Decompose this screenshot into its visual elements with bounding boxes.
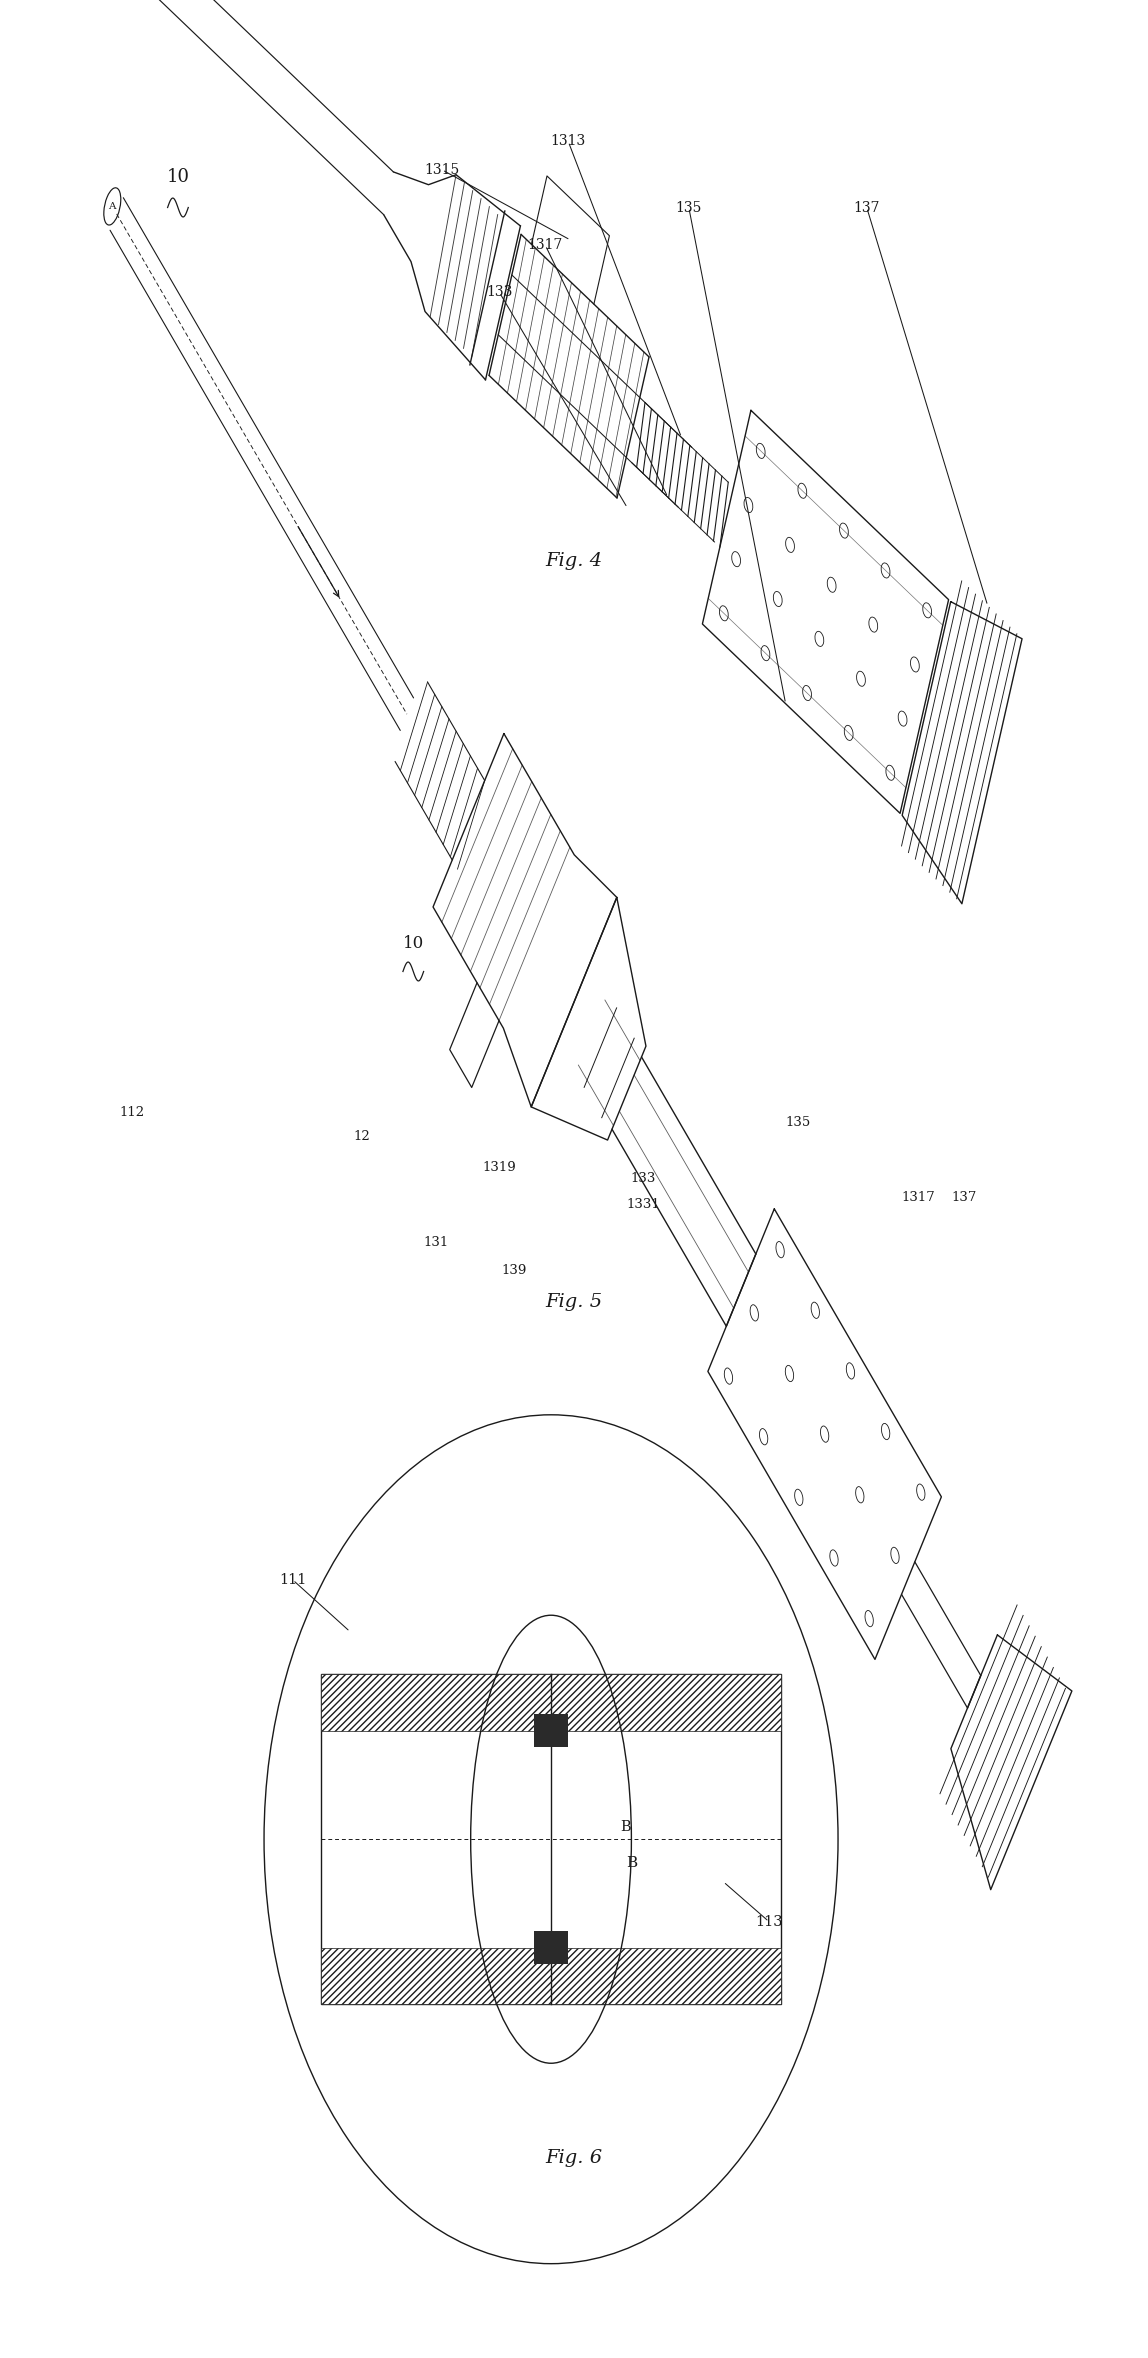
Text: 1315: 1315 — [425, 163, 459, 177]
Text: 137: 137 — [952, 1191, 977, 1205]
Text: B: B — [626, 1856, 637, 1870]
Text: 135: 135 — [676, 200, 701, 215]
Bar — [534, 1931, 568, 1964]
Text: 135: 135 — [785, 1115, 810, 1129]
Text: 112: 112 — [119, 1106, 145, 1120]
Text: 137: 137 — [853, 200, 881, 215]
Text: 10: 10 — [166, 167, 189, 186]
Text: 139: 139 — [502, 1264, 527, 1278]
Text: 113: 113 — [755, 1915, 783, 1929]
Bar — [321, 1674, 781, 2004]
Text: 133: 133 — [630, 1172, 656, 1186]
Text: 1319: 1319 — [482, 1160, 517, 1174]
Text: B: B — [620, 1820, 631, 1835]
Text: 131: 131 — [424, 1236, 449, 1250]
Text: 1331: 1331 — [626, 1198, 660, 1212]
Text: 12: 12 — [354, 1129, 370, 1144]
Text: 1317: 1317 — [901, 1191, 936, 1205]
Text: Fig. 6: Fig. 6 — [545, 2148, 603, 2167]
Text: 10: 10 — [403, 934, 424, 953]
Bar — [534, 1714, 568, 1747]
Text: 133: 133 — [487, 285, 512, 299]
Bar — [321, 1674, 781, 1731]
Text: 111: 111 — [279, 1573, 307, 1587]
Text: A: A — [109, 203, 116, 210]
Text: 1313: 1313 — [551, 134, 585, 149]
Bar — [321, 1674, 781, 2004]
Text: 1317: 1317 — [528, 238, 563, 252]
Text: Fig. 5: Fig. 5 — [545, 1292, 603, 1311]
Text: Fig. 4: Fig. 4 — [545, 552, 603, 571]
Bar — [321, 1948, 781, 2004]
